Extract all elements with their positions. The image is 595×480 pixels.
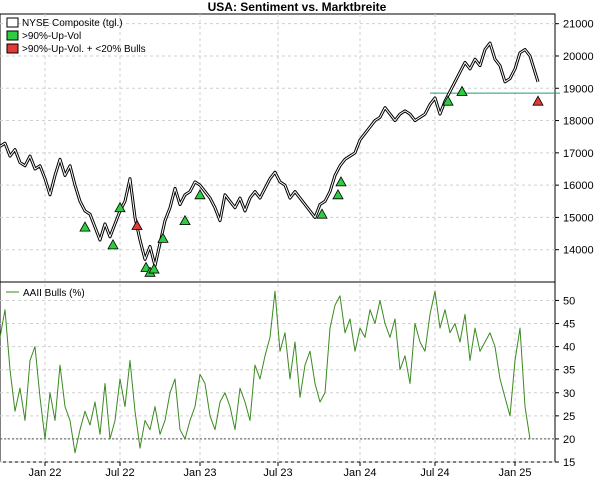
- x-axis-ticks: Jan 22 Jul 22 Jan 23 Jul 23 Jan 24 Jul 24 Jan …: [28, 462, 532, 479]
- up-vol-marker: [79, 221, 91, 232]
- legend-label-aaii: AAII Bulls (%): [23, 288, 85, 299]
- up-vol-marker: [194, 188, 206, 200]
- bottom-y-tick-label: 35: [563, 365, 575, 377]
- bottom-y-axis-ticks: 15 20 25 30 35 40 45 50: [555, 295, 575, 469]
- bottom-y-tick-label: 30: [563, 388, 575, 400]
- legend-label-nyse: NYSE Composite (tgl.): [22, 18, 123, 29]
- x-tick-label: Jul 23: [263, 467, 292, 479]
- top-y-tick-label: 19000: [563, 83, 594, 95]
- legend-swatch-up-vol: [6, 30, 19, 41]
- bottom-y-tick-label: 40: [563, 342, 575, 354]
- aaii-bulls-line: [0, 290, 531, 454]
- top-y-tick-label: 21000: [563, 19, 594, 31]
- up-vol-marker: [179, 214, 191, 226]
- top-y-axis-ticks: 14000 15000 16000 17000 18000 19000 20000 21000: [555, 19, 594, 257]
- x-tick-label: Jan 24: [343, 467, 376, 479]
- bottom-y-tick-label: 25: [563, 411, 575, 423]
- chart-title: USA: Sentiment vs. Marktbreite: [208, 0, 387, 14]
- top-y-tick-label: 18000: [563, 116, 594, 128]
- up-vol-marker: [335, 176, 347, 187]
- up-vol-marker: [157, 232, 169, 243]
- x-tick-label: Jul 22: [105, 467, 134, 479]
- nyse-composite-series: [0, 41, 540, 268]
- legend-swatch-nyse: [6, 17, 19, 28]
- legend-label-up-vol: >90%-Up-Vol: [22, 31, 81, 42]
- top-y-tick-label: 14000: [563, 245, 594, 257]
- x-tick-label: Jan 22: [28, 467, 61, 479]
- bottom-y-tick-label: 45: [563, 319, 575, 331]
- x-tick-label: Jan 25: [498, 467, 531, 479]
- bottom-y-tick-label: 50: [563, 295, 575, 307]
- up-vol-marker: [332, 188, 344, 200]
- x-tick-label: Jan 23: [183, 467, 216, 479]
- up-vol-marker: [148, 263, 160, 274]
- nyse-composite-line-core: [0, 42, 539, 267]
- bottom-y-tick-label: 20: [563, 434, 575, 446]
- top-y-tick-label: 15000: [563, 212, 594, 224]
- legend-label-up-vol-bulls: >90%-Up-Vol. + <20% Bulls: [22, 44, 146, 55]
- legend-swatch-up-vol-bulls: [6, 43, 19, 54]
- aaii-bulls-series: [0, 290, 531, 454]
- top-y-tick-label: 20000: [563, 51, 594, 63]
- x-tick-label: Jul 24: [420, 467, 449, 479]
- top-y-tick-label: 16000: [563, 180, 594, 192]
- top-y-tick-label: 17000: [563, 148, 594, 160]
- up-vol-marker: [114, 201, 126, 213]
- up-vol-marker: [442, 95, 454, 106]
- bottom-legend: AAII Bulls (%): [6, 288, 85, 299]
- signal-markers: [79, 85, 544, 277]
- vertical-gridlines: [44, 14, 516, 462]
- up-vol-marker: [107, 239, 119, 250]
- bottom-panel-frame: [0, 281, 556, 463]
- up-vol-marker: [456, 85, 468, 96]
- up-vol-marker: [316, 208, 328, 219]
- up-vol-bulls-marker: [532, 95, 544, 106]
- bottom-y-tick-label: 15: [563, 457, 575, 469]
- up-vol-bulls-marker: [131, 219, 143, 230]
- top-legend: NYSE Composite (tgl.) >90%-Up-Vol >90%-U…: [6, 17, 146, 55]
